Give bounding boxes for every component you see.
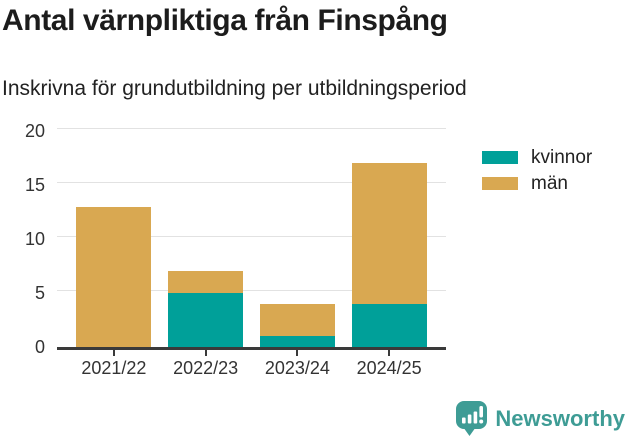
x-tick bbox=[296, 350, 299, 356]
y-tick-label: 20 bbox=[24, 121, 45, 141]
y-tick-label: 0 bbox=[34, 337, 45, 357]
legend-label: män bbox=[531, 172, 568, 194]
legend-item-män: män bbox=[482, 170, 592, 196]
plot-area: 2021/22 2022/23 2023/24 2024/25 bbox=[57, 128, 446, 378]
legend-swatch bbox=[482, 150, 518, 164]
bar-segment-kvinnor bbox=[259, 336, 335, 347]
gridline bbox=[57, 236, 446, 237]
y-tick-label: 5 bbox=[34, 283, 45, 303]
bar-segment-kvinnor bbox=[351, 303, 427, 347]
x-tick bbox=[112, 350, 115, 356]
y-axis-labels: 0 5 10 15 20 bbox=[0, 121, 45, 357]
x-tick-label: 2024/25 bbox=[356, 358, 422, 378]
gridline bbox=[57, 290, 446, 291]
x-tick bbox=[388, 350, 391, 356]
gridline bbox=[57, 128, 446, 129]
brand-footer: Newsworthy bbox=[456, 401, 625, 436]
x-tick-label: 2021/22 bbox=[81, 358, 147, 378]
bar-segment-män bbox=[168, 271, 244, 293]
bar-segment-kvinnor bbox=[168, 293, 244, 347]
chart-title: Antal värnpliktiga från Finspång bbox=[2, 4, 448, 37]
legend-swatch bbox=[482, 176, 518, 190]
chart-legend: kvinnor män bbox=[482, 144, 592, 196]
x-tick-label: 2022/23 bbox=[173, 358, 239, 378]
legend-item-kvinnor: kvinnor bbox=[482, 144, 592, 170]
y-tick-label: 10 bbox=[24, 229, 45, 249]
bar-segment-män bbox=[259, 303, 335, 337]
legend-label: kvinnor bbox=[531, 146, 593, 168]
brand-name: Newsworthy bbox=[495, 405, 625, 431]
bar-segment-män bbox=[351, 163, 427, 304]
chart-subtitle: Inskrivna för grundutbildning per utbild… bbox=[2, 77, 467, 100]
gridline bbox=[57, 182, 446, 183]
newsworthy-logo-icon bbox=[456, 401, 488, 436]
bar-segment-män bbox=[76, 206, 152, 347]
x-tick bbox=[204, 350, 207, 356]
x-tick-label: 2023/24 bbox=[264, 358, 330, 378]
y-tick-label: 15 bbox=[24, 175, 45, 195]
